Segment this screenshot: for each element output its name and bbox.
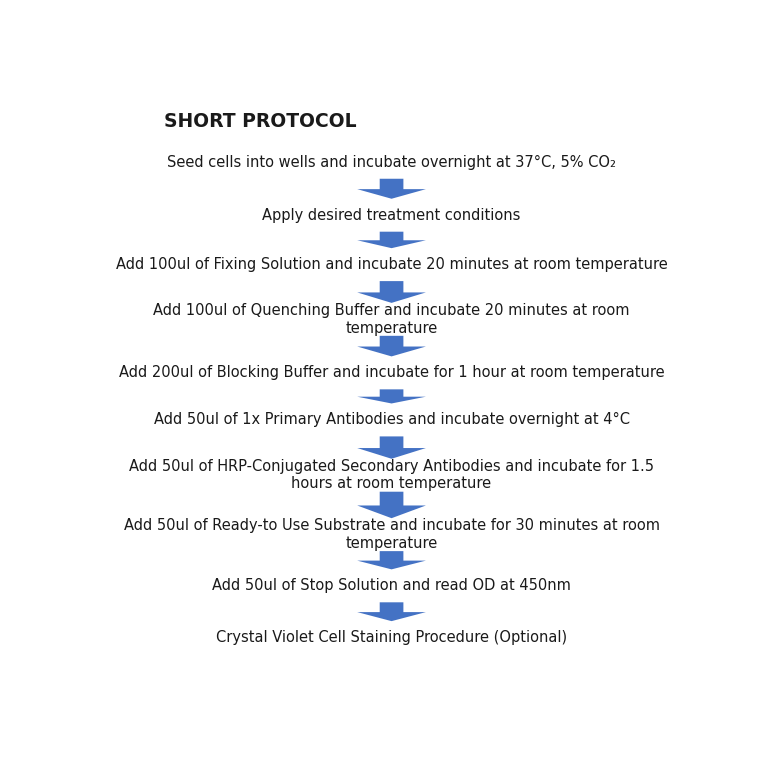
Text: Add 50ul of Stop Solution and read OD at 450nm: Add 50ul of Stop Solution and read OD at… <box>212 578 571 594</box>
Text: Add 50ul of Ready-to Use Substrate and incubate for 30 minutes at room
temperatu: Add 50ul of Ready-to Use Substrate and i… <box>124 519 659 551</box>
Polygon shape <box>358 436 426 458</box>
Text: Add 100ul of Quenching Buffer and incubate 20 minutes at room
temperature: Add 100ul of Quenching Buffer and incuba… <box>154 303 630 335</box>
Text: Crystal Violet Cell Staining Procedure (Optional): Crystal Violet Cell Staining Procedure (… <box>216 630 567 645</box>
Polygon shape <box>358 336 426 356</box>
Polygon shape <box>358 179 426 199</box>
Polygon shape <box>358 281 426 303</box>
Text: Add 50ul of HRP-Conjugated Secondary Antibodies and incubate for 1.5
hours at ro: Add 50ul of HRP-Conjugated Secondary Ant… <box>129 459 654 491</box>
Polygon shape <box>358 231 426 248</box>
Text: Apply des​ired treatment conditions: Apply des​ired treatment conditions <box>262 208 521 223</box>
Polygon shape <box>358 551 426 569</box>
Text: SHORT PROTOCOL: SHORT PROTOCOL <box>163 112 356 131</box>
Polygon shape <box>358 602 426 621</box>
Polygon shape <box>358 390 426 403</box>
Text: Add 50ul of 1x Primary Antibodies and incubate overnight at 4°C: Add 50ul of 1x Primary Antibodies and in… <box>154 413 630 427</box>
Polygon shape <box>358 492 426 518</box>
Text: Add 200ul of Blocking Buffer and incubate for 1 hour at room temperature: Add 200ul of Blocking Buffer and incubat… <box>118 365 665 380</box>
Text: Add 100ul of Fixing Solution and incubate 20 minutes at room temperature: Add 100ul of Fixing Solution and incubat… <box>115 257 668 272</box>
Text: Seed cells into wells and incubate overnight at 37°C, 5% CO₂: Seed cells into wells and incubate overn… <box>167 155 616 170</box>
